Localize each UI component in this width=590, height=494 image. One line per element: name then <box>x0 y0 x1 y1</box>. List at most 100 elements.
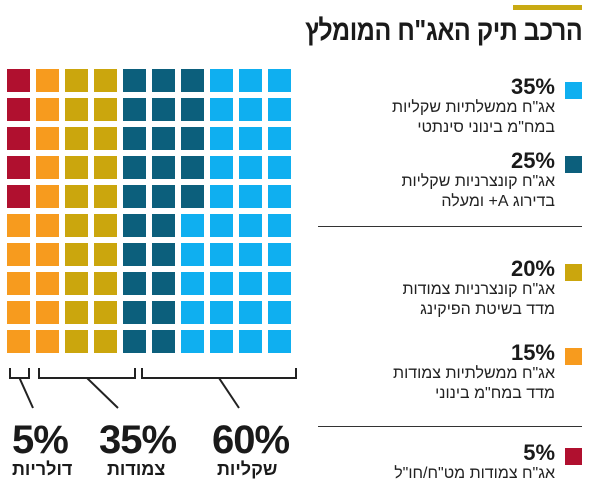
waffle-cell <box>123 330 146 353</box>
legend-item-linked-gov: 15% אג"ח ממשלתיות צמודות מדד במח"מ בינונ… <box>312 340 582 424</box>
waffle-cell <box>181 214 204 237</box>
waffle-cell <box>152 156 175 179</box>
waffle-cell <box>123 243 146 266</box>
group-dollar-percent: 5% <box>12 418 69 462</box>
waffle-cell <box>7 127 30 150</box>
waffle-cell <box>210 214 233 237</box>
legend-line1: אג"ח ממשלתיות צמודות <box>393 365 555 382</box>
legend-item-shekel-gov: 35% אג"ח ממשלתיות שקליות במח"מ בינוני סי… <box>312 74 582 158</box>
waffle-cell <box>239 185 262 208</box>
waffle-cell <box>65 330 88 353</box>
waffle-cell <box>65 185 88 208</box>
group-shekel-label: שקליות <box>217 459 278 479</box>
waffle-cell <box>268 214 291 237</box>
waffle-cell <box>94 243 117 266</box>
waffle-cell <box>7 214 30 237</box>
waffle-cell <box>123 301 146 324</box>
waffle-cell <box>239 301 262 324</box>
waffle-cell <box>181 185 204 208</box>
waffle-cell <box>181 301 204 324</box>
waffle-cell <box>152 127 175 150</box>
waffle-cell <box>239 243 262 266</box>
waffle-cell <box>123 156 146 179</box>
legend-swatch <box>565 448 582 465</box>
waffle-cell <box>7 98 30 121</box>
waffle-cell <box>7 185 30 208</box>
waffle-cell <box>36 243 59 266</box>
waffle-cell <box>210 330 233 353</box>
waffle-cell <box>152 214 175 237</box>
legend-line2: מדד במח"מ בינוני <box>435 385 555 402</box>
legend-percent: 20% <box>510 256 555 281</box>
legend-line1: אג"ח צמודות מט"ח/חו"ל <box>394 465 555 482</box>
legend-divider <box>318 426 582 427</box>
waffle-cell <box>7 156 30 179</box>
legend-line2: מדד בשיטת הפיקינג <box>420 301 555 318</box>
chart-title: הרכב תיק האג"ח המומלץ <box>304 15 583 47</box>
waffle-cell <box>268 330 291 353</box>
waffle-cell <box>181 127 204 150</box>
waffle-cell <box>123 185 146 208</box>
waffle-cell <box>181 330 204 353</box>
waffle-cell <box>94 127 117 150</box>
legend-swatch <box>565 82 582 99</box>
waffle-cell <box>210 98 233 121</box>
waffle-cell <box>123 127 146 150</box>
waffle-cell <box>36 185 59 208</box>
group-shekel-percent: 60% <box>212 418 290 462</box>
waffle-cell <box>210 156 233 179</box>
waffle-cell <box>239 127 262 150</box>
waffle-cell <box>152 330 175 353</box>
group-linked-percent: 35% <box>99 418 177 462</box>
waffle-grid <box>7 69 291 353</box>
waffle-cell <box>94 185 117 208</box>
waffle-cell <box>65 272 88 295</box>
waffle-cell <box>94 272 117 295</box>
bracket-linked <box>38 368 136 409</box>
waffle-cell <box>36 272 59 295</box>
waffle-cell <box>239 98 262 121</box>
waffle-cell <box>7 330 30 353</box>
waffle-cell <box>152 98 175 121</box>
waffle-cell <box>239 156 262 179</box>
legend-description: אג"ח קונצרניות צמודות מדד בשיטת הפיקינג <box>402 280 555 320</box>
waffle-cell <box>152 69 175 92</box>
waffle-cell <box>181 98 204 121</box>
waffle-cell <box>268 156 291 179</box>
legend-line2: בדירוג A+ ומעלה <box>441 193 555 210</box>
waffle-cell <box>268 185 291 208</box>
group-linked-label: צמודות <box>107 459 166 479</box>
waffle-cell <box>123 214 146 237</box>
waffle-cell <box>65 127 88 150</box>
waffle-cell <box>152 185 175 208</box>
waffle-cell <box>7 243 30 266</box>
waffle-cell <box>65 69 88 92</box>
waffle-cell <box>181 69 204 92</box>
legend-line1: אג"ח קונצרניות שקליות <box>401 173 555 190</box>
legend-description: אג"ח צמודות מט"ח/חו"ל <box>394 464 555 484</box>
legend-swatch <box>565 156 582 173</box>
waffle-cell <box>36 69 59 92</box>
waffle-cell <box>7 69 30 92</box>
waffle-cell <box>210 272 233 295</box>
legend-item-shekel-corp: 25% אג"ח קונצרניות שקליות בדירוג A+ ומעל… <box>312 148 582 232</box>
legend-line1: אג"ח קונצרניות צמודות <box>402 281 555 298</box>
waffle-cell <box>210 301 233 324</box>
waffle-cell <box>210 243 233 266</box>
waffle-cell <box>94 330 117 353</box>
waffle-cell <box>36 214 59 237</box>
legend-swatch <box>565 264 582 281</box>
waffle-cell <box>94 156 117 179</box>
waffle-cell <box>152 272 175 295</box>
legend-item-fx: 5% אג"ח צמודות מט"ח/חו"ל <box>312 440 582 488</box>
waffle-cell <box>94 301 117 324</box>
legend-line1: אג"ח ממשלתיות שקליות <box>392 99 555 116</box>
waffle-cell <box>268 98 291 121</box>
waffle-cell <box>94 69 117 92</box>
legend-percent: 25% <box>510 148 555 173</box>
waffle-cell <box>94 98 117 121</box>
waffle-cell <box>239 214 262 237</box>
waffle-cell <box>123 69 146 92</box>
group-dollar-label: דולריות <box>12 459 73 479</box>
legend-percent: 35% <box>510 74 555 99</box>
